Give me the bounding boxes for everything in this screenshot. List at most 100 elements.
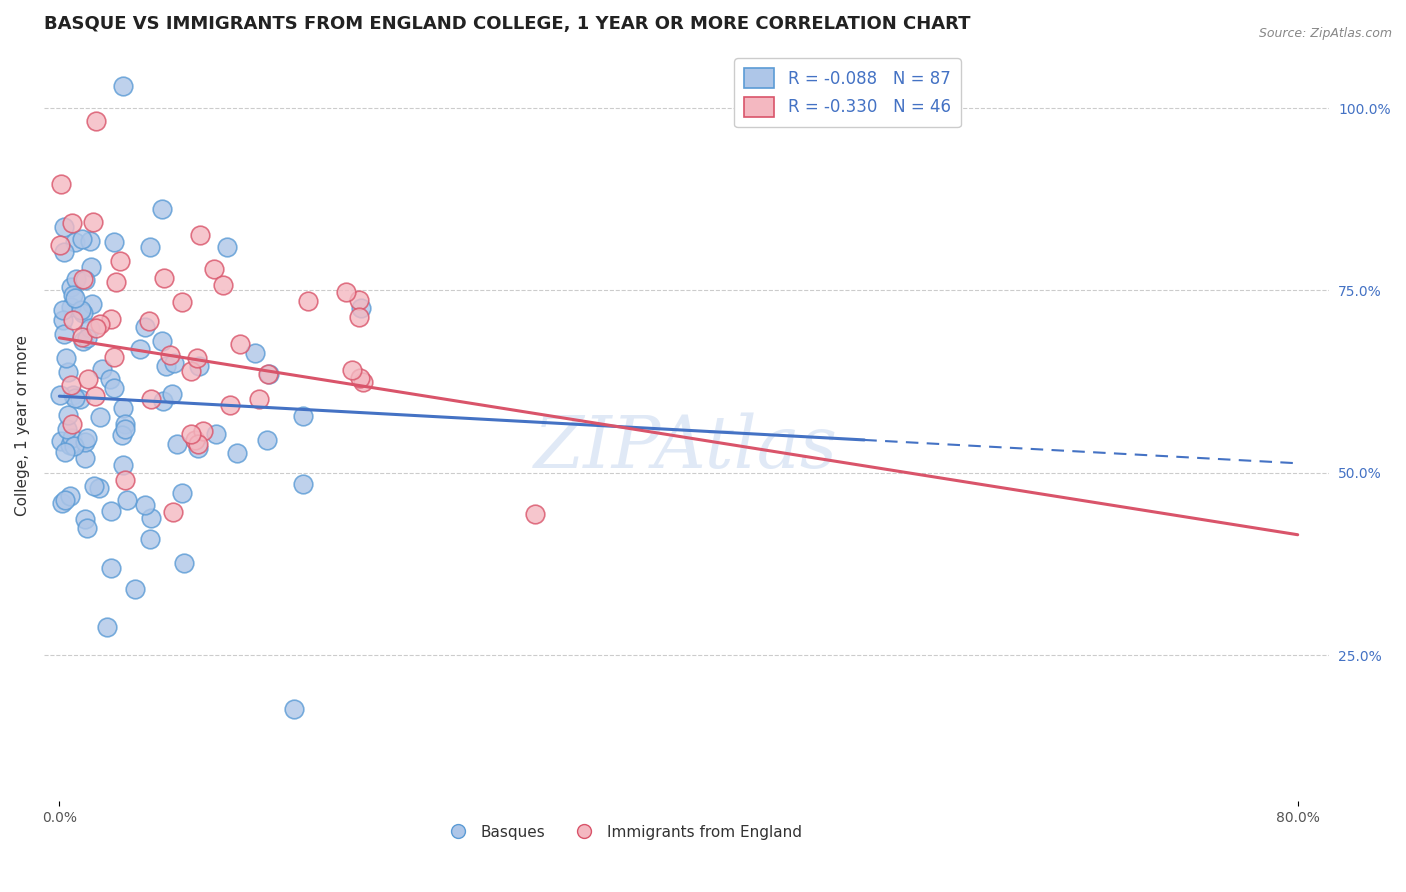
Point [152,394,174,409]
Point [159,348,181,362]
Point [247,392,270,407]
Point [83,478,105,492]
Point [162,386,184,401]
Point [63,235,86,249]
Point [212,277,235,292]
Point [134,320,156,334]
Point [153,271,176,285]
Point [62,439,84,453]
Point [48,388,70,402]
Point [89,410,111,425]
Point [124,582,146,597]
Point [59,438,82,452]
Point [111,401,134,416]
Point [342,363,364,377]
Point [103,351,125,365]
Point [76,521,98,535]
Point [82,215,104,229]
Point [49,177,72,191]
Point [49,434,72,449]
Point [347,310,370,325]
Point [63,291,86,305]
Point [349,370,371,384]
Point [75,272,97,286]
Point [226,446,249,460]
Point [100,312,122,326]
Point [79,235,101,249]
Text: BASQUE VS IMMIGRANTS FROM ENGLAND COLLEGE, 1 YEAR OR MORE CORRELATION CHART: BASQUE VS IMMIGRANTS FROM ENGLAND COLLEG… [44,15,970,33]
Point [76,331,98,345]
Point [80,260,103,274]
Point [187,437,209,451]
Point [190,227,212,242]
Point [150,334,173,348]
Point [55,351,77,365]
Point [60,280,83,294]
Point [172,486,194,500]
Point [243,346,266,360]
Point [139,511,162,525]
Point [60,432,83,446]
Point [72,306,94,320]
Point [100,561,122,575]
Point [139,533,162,547]
Point [56,408,79,422]
Point [52,313,75,327]
Point [112,79,135,94]
Point [523,508,546,522]
Point [52,326,75,341]
Point [162,505,184,519]
Point [114,417,136,431]
Point [187,441,209,455]
Text: Source: ZipAtlas.com: Source: ZipAtlas.com [1258,27,1392,40]
Point [117,493,139,508]
Point [72,232,94,246]
Point [60,217,83,231]
Point [335,285,357,299]
Point [53,245,76,260]
Point [108,254,131,268]
Point [215,239,238,253]
Point [96,620,118,634]
Point [111,427,134,442]
Point [49,238,72,252]
Point [139,240,162,254]
Point [58,365,80,379]
Point [170,295,193,310]
Point [62,313,84,327]
Point [114,422,136,436]
Point [89,317,111,331]
Point [180,426,202,441]
Point [51,496,73,510]
Point [111,458,134,472]
Point [87,481,110,495]
Point [65,272,87,286]
Point [80,296,103,310]
Point [72,272,94,286]
Point [63,391,86,405]
Point [191,425,214,439]
Point [62,288,84,302]
Point [292,409,315,424]
Point [205,427,228,442]
Point [75,512,97,526]
Point [77,372,100,386]
Point [229,337,252,351]
Point [53,492,76,507]
Point [62,388,84,402]
Point [59,489,82,503]
Point [114,473,136,487]
Point [72,334,94,348]
Text: ZIPAtlas: ZIPAtlas [534,413,838,483]
Point [180,364,202,378]
Point [84,114,107,128]
Point [183,434,205,448]
Point [347,293,370,307]
Point [52,220,75,235]
Point [90,362,112,376]
Point [155,359,177,374]
Point [55,422,77,436]
Point [163,356,186,370]
Point [352,376,374,390]
Point [291,477,314,491]
